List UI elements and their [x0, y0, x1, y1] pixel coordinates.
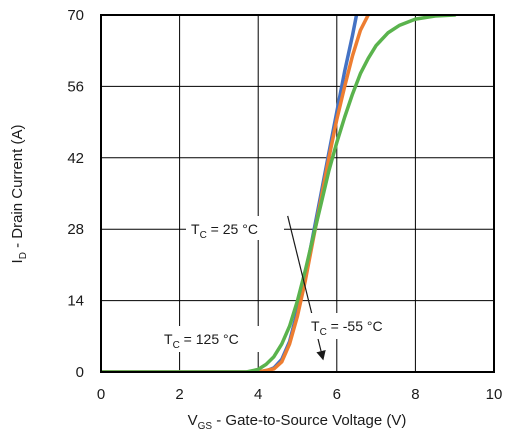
series-layer: [101, 15, 457, 372]
y-tick-label: 0: [76, 364, 84, 381]
plot-frame: [100, 14, 495, 373]
x-tick-labels: 0 2 4 6 8 10: [97, 386, 503, 403]
y-tick-labels: 0 14 28 42 56 70: [67, 7, 84, 381]
annotation-tc-125-box: [158, 326, 264, 352]
y-axis-title: ID - Drain Current (A): [9, 125, 29, 264]
x-tick-label: 8: [411, 386, 419, 403]
y-tick-label: 70: [67, 7, 84, 24]
y-tick-label: 28: [67, 221, 84, 238]
annotation-tc-25-box: [186, 216, 284, 240]
x-axis-title: VGS - Gate-to-Source Voltage (V): [188, 412, 407, 432]
annotation-tc-25: TC = 25 °C: [186, 216, 284, 241]
x-tick-label: 10: [486, 386, 503, 403]
annotation-tc-minus55-label: TC = -55 °C: [311, 318, 383, 338]
y-tick-label: 14: [67, 293, 84, 310]
x-tick-label: 4: [254, 386, 262, 403]
y-tick-label: 42: [67, 150, 84, 167]
annotation-tc-minus55-box: [304, 313, 408, 339]
annotation-tc-25-label: TC = 25 °C: [191, 221, 258, 241]
y-tick-label: 56: [67, 78, 84, 95]
annotation-tc-minus55: TC = -55 °C: [304, 313, 408, 339]
x-tick-label: 0: [97, 386, 105, 403]
series-line-2: [101, 15, 457, 372]
annotation-tc-125: TC = 125 °C: [158, 326, 264, 352]
x-tick-label: 6: [333, 386, 341, 403]
annotation-tc-125-label: TC = 125 °C: [164, 331, 239, 351]
x-tick-label: 2: [175, 386, 183, 403]
